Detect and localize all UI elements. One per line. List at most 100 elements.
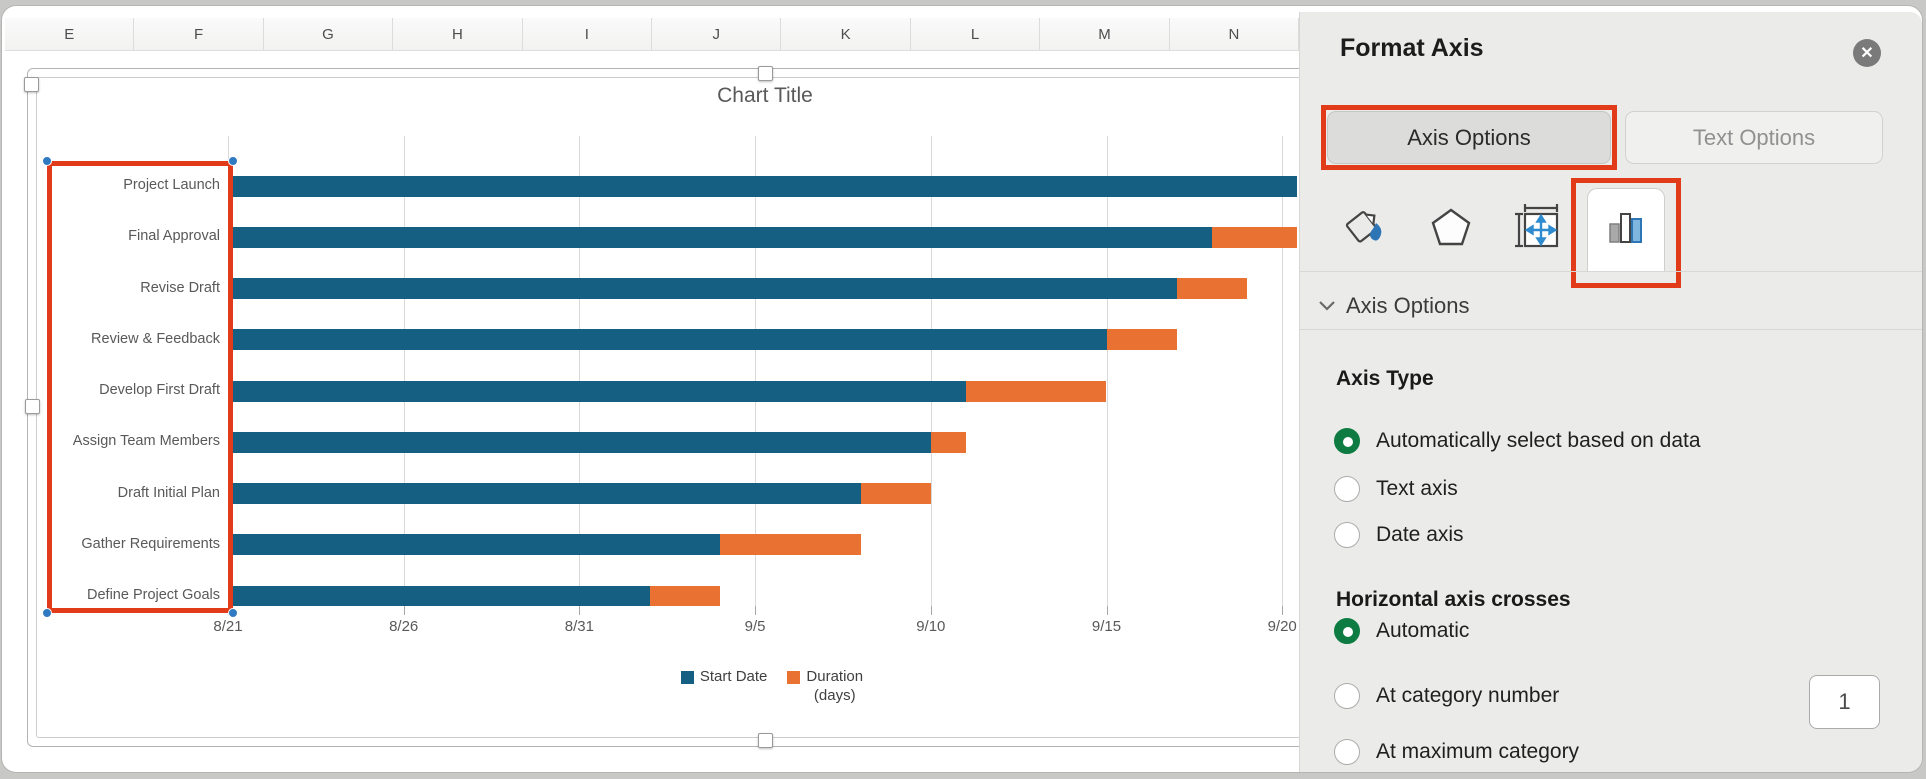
axis-crosses-label: At maximum category xyxy=(1376,740,1580,763)
gantt-bar-duration[interactable] xyxy=(1176,278,1248,299)
gantt-bar-duration[interactable] xyxy=(930,431,966,453)
category-label: Define Project Goals xyxy=(87,587,220,603)
gridline xyxy=(1106,136,1108,606)
gantt-bar-start-date[interactable] xyxy=(228,585,650,606)
gantt-bar-duration[interactable] xyxy=(965,380,1107,402)
gantt-bar-duration[interactable] xyxy=(649,585,720,606)
axis-type-option[interactable]: Text axis xyxy=(1334,476,1458,502)
gridline xyxy=(1282,136,1284,606)
gridline xyxy=(930,136,932,606)
column-header-f[interactable]: F xyxy=(134,18,264,50)
gantt-bar-duration[interactable] xyxy=(1106,329,1177,351)
divider xyxy=(1300,329,1922,330)
axis-tick xyxy=(403,606,405,615)
axis-crosses-label: At category number xyxy=(1376,684,1560,707)
column-header-j[interactable]: J xyxy=(652,18,782,50)
gantt-bar-start-date[interactable] xyxy=(228,431,931,453)
axis-tick xyxy=(930,606,932,615)
category-label: Review & Feedback xyxy=(91,330,220,347)
tab-text-options[interactable]: Text Options xyxy=(1625,111,1883,164)
axis-options-tab-highlight-box xyxy=(1321,105,1617,170)
column-header-n[interactable]: N xyxy=(1169,18,1300,50)
axis-tick xyxy=(1106,606,1108,615)
axis-type-option[interactable]: Date axis xyxy=(1334,522,1464,548)
column-header-g[interactable]: G xyxy=(263,18,394,50)
gantt-bar-duration[interactable] xyxy=(720,534,861,556)
chart-resize-handle-left-middle[interactable] xyxy=(25,399,40,414)
x-tick-label: 8/21 xyxy=(213,618,243,635)
highlight-corner-dot xyxy=(42,156,52,166)
legend-swatch xyxy=(787,671,801,684)
x-tick-label: 9/15 xyxy=(1091,618,1122,635)
gantt-bar-duration[interactable] xyxy=(860,483,931,504)
axis-type-option[interactable]: Automatically select based on data xyxy=(1334,428,1701,454)
radio-selected-icon[interactable] xyxy=(1334,428,1360,454)
highlight-corner-dot xyxy=(228,156,238,166)
category-number-input[interactable] xyxy=(1809,675,1880,729)
column-header-m[interactable]: M xyxy=(1040,18,1170,50)
close-icon[interactable]: ✕ xyxy=(1853,39,1881,67)
radio-icon[interactable] xyxy=(1334,683,1360,709)
radio-selected-icon[interactable] xyxy=(1334,618,1360,644)
chart-title[interactable]: Chart Title xyxy=(717,84,813,107)
gridline xyxy=(755,136,757,606)
x-tick-label: 9/5 xyxy=(744,618,766,635)
axis-crosses-heading: Horizontal axis crosses xyxy=(1336,588,1571,611)
gantt-bar-start-date[interactable] xyxy=(228,534,720,556)
category-label: Final Approval xyxy=(128,228,220,245)
chevron-down-icon xyxy=(1319,301,1335,311)
plot-area xyxy=(228,136,1297,606)
radio-icon[interactable] xyxy=(1334,522,1360,548)
axis-type-label: Automatically select based on data xyxy=(1376,429,1701,452)
size-properties-icon[interactable] xyxy=(1507,196,1567,256)
format-axis-pane: Format Axis ✕ Axis Options Text Options xyxy=(1299,12,1922,772)
gantt-bar-start-date[interactable] xyxy=(228,380,966,402)
highlight-corner-dot xyxy=(228,608,238,618)
chart-icon-highlight-box xyxy=(1571,178,1681,288)
radio-icon[interactable] xyxy=(1334,476,1360,502)
x-tick-label: 8/26 xyxy=(389,618,419,635)
column-header-k[interactable]: K xyxy=(781,18,911,50)
gridline xyxy=(579,136,581,606)
column-header-l[interactable]: L xyxy=(910,18,1041,50)
chart-resize-handle-bottom-center[interactable] xyxy=(758,733,773,748)
column-header-e[interactable]: E xyxy=(5,18,135,50)
gantt-bar-start-date[interactable] xyxy=(228,226,1212,248)
category-label: Draft Initial Plan xyxy=(117,484,220,501)
gantt-bar-start-date[interactable] xyxy=(228,329,1107,351)
chart-resize-handle-top-left[interactable] xyxy=(24,77,39,92)
gantt-bar-start-date[interactable] xyxy=(228,175,1297,197)
chart-options-icon[interactable] xyxy=(1596,198,1656,258)
legend-item[interactable]: Duration (days) xyxy=(787,668,863,706)
chart-legend[interactable]: Start Date Duration (days) xyxy=(612,668,932,706)
x-tick-label: 9/20 xyxy=(1267,618,1297,635)
gantt-bar-start-date[interactable] xyxy=(228,278,1177,299)
axis-crosses-option[interactable]: Automatic xyxy=(1334,618,1469,644)
axis-tick xyxy=(755,606,757,615)
radio-icon[interactable] xyxy=(1334,739,1360,765)
chart-resize-handle-top-center[interactable] xyxy=(758,66,773,81)
category-label: Assign Team Members xyxy=(72,433,220,450)
axis-options-section-header[interactable]: Axis Options xyxy=(1318,293,1470,319)
axis-tick xyxy=(1282,606,1284,615)
fill-line-icon[interactable] xyxy=(1336,198,1396,258)
section-header-label: Axis Options xyxy=(1346,293,1470,318)
axis-labels-highlight-box xyxy=(47,161,233,613)
tab-axis-options[interactable]: Axis Options xyxy=(1327,111,1611,164)
axis-type-heading: Axis Type xyxy=(1336,367,1434,390)
axis-type-label: Text axis xyxy=(1376,477,1458,500)
pane-title: Format Axis xyxy=(1340,34,1484,62)
column-header-i[interactable]: I xyxy=(522,18,653,50)
axis-crosses-label: Automatic xyxy=(1376,619,1470,642)
gantt-bar-duration[interactable] xyxy=(1211,226,1297,248)
category-label: Revise Draft xyxy=(140,279,220,296)
axis-crosses-option[interactable]: At category number xyxy=(1334,683,1559,709)
gantt-bar-start-date[interactable] xyxy=(228,483,861,504)
category-label: Project Launch xyxy=(123,177,220,193)
effects-icon[interactable] xyxy=(1421,198,1481,258)
legend-item[interactable]: Start Date xyxy=(680,668,767,687)
axis-crosses-option[interactable]: At maximum category xyxy=(1334,739,1579,765)
column-header-h[interactable]: H xyxy=(393,18,523,50)
